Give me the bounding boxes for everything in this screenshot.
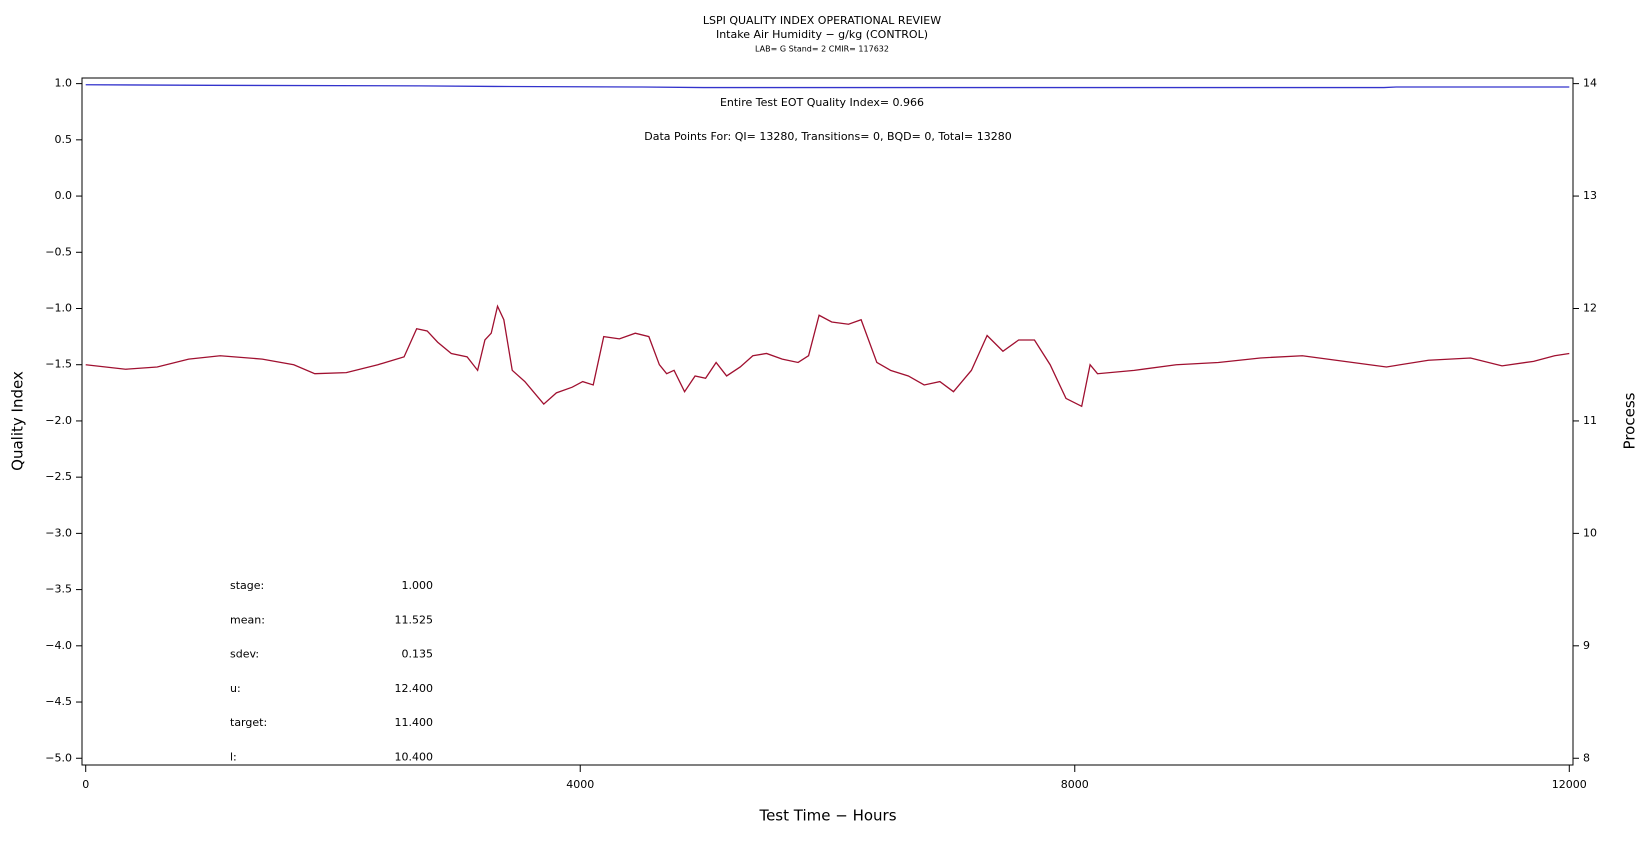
stat-label: mean: bbox=[230, 613, 265, 626]
y2-tick-label: 12 bbox=[1583, 301, 1597, 314]
annotation: Entire Test EOT Quality Index= 0.966 bbox=[720, 96, 924, 109]
y-tick-label: 0.0 bbox=[55, 189, 73, 202]
y2-tick-label: 14 bbox=[1583, 77, 1597, 90]
y-tick-label: −4.5 bbox=[45, 695, 72, 708]
series-line bbox=[85, 304, 1570, 408]
stat-value: 10.400 bbox=[395, 751, 434, 764]
stat-value: 11.400 bbox=[395, 716, 434, 729]
y-tick-label: −1.5 bbox=[45, 358, 72, 371]
stat-label: u: bbox=[230, 682, 241, 695]
x-axis-label: Test Time − Hours bbox=[758, 807, 896, 825]
y2-axis-label: Process bbox=[1621, 392, 1639, 449]
annotation: Data Points For: QI= 13280, Transitions=… bbox=[644, 130, 1012, 143]
stat-label: l: bbox=[230, 751, 237, 764]
chart-subtitle: Intake Air Humidity − g/kg (CONTROL) bbox=[716, 28, 928, 41]
x-tick-label: 12000 bbox=[1552, 778, 1587, 791]
y-tick-label: 0.5 bbox=[55, 133, 73, 146]
y-tick-label: −3.5 bbox=[45, 583, 72, 596]
series-line bbox=[85, 84, 1570, 89]
stat-value: 11.525 bbox=[395, 613, 434, 626]
x-tick-label: 4000 bbox=[566, 778, 594, 791]
y-tick-label: −2.5 bbox=[45, 470, 72, 483]
stat-label: target: bbox=[230, 716, 267, 729]
y2-tick-label: 11 bbox=[1583, 414, 1597, 427]
x-tick-label: 0 bbox=[82, 778, 89, 791]
y2-tick-label: 8 bbox=[1583, 751, 1590, 764]
stat-value: 1.000 bbox=[402, 579, 434, 592]
chart-title: LSPI QUALITY INDEX OPERATIONAL REVIEW bbox=[703, 14, 941, 27]
y-tick-label: −0.5 bbox=[45, 245, 72, 258]
chart-caption: LAB= G Stand= 2 CMIR= 117632 bbox=[755, 45, 889, 54]
stat-label: sdev: bbox=[230, 648, 259, 661]
y-tick-label: −2.0 bbox=[45, 414, 72, 427]
y2-tick-label: 13 bbox=[1583, 189, 1597, 202]
y-tick-label: −3.0 bbox=[45, 526, 72, 539]
y-tick-label: −1.0 bbox=[45, 301, 72, 314]
y-axis-label: Quality Index bbox=[9, 371, 27, 471]
y-tick-label: 1.0 bbox=[55, 77, 73, 90]
stat-value: 12.400 bbox=[395, 682, 434, 695]
y-tick-label: −4.0 bbox=[45, 639, 72, 652]
y-tick-label: −5.0 bbox=[45, 751, 72, 764]
stat-value: 0.135 bbox=[402, 648, 434, 661]
y2-tick-label: 9 bbox=[1583, 639, 1590, 652]
x-tick-label: 8000 bbox=[1061, 778, 1089, 791]
plot-frame bbox=[81, 77, 1574, 766]
stat-label: stage: bbox=[230, 579, 264, 592]
y2-tick-label: 10 bbox=[1583, 526, 1597, 539]
